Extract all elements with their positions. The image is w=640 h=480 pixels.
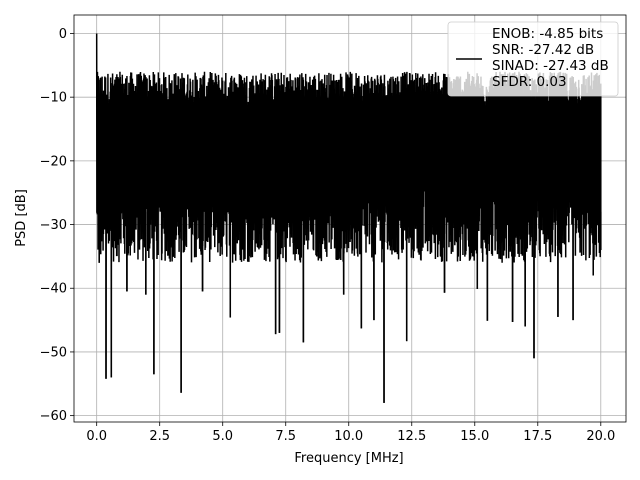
y-tick-label: −30	[40, 218, 67, 233]
plot-frame	[73, 14, 627, 423]
y-tick-label: −60	[40, 409, 67, 424]
legend-label: SNR: -27.42 dB	[492, 42, 594, 58]
y-tick-label: −50	[40, 345, 67, 360]
psd-line	[95, 33, 602, 403]
x-tick-label: 2.5	[149, 429, 170, 444]
y-tick-label: −40	[40, 282, 67, 297]
x-axis-label: Frequency [MHz]	[294, 451, 403, 466]
x-tick-label: 10.0	[334, 429, 363, 444]
x-tick-label: 5.0	[212, 429, 233, 444]
y-ticks: 0 −10 −20 −30 −40 −50 −60	[40, 27, 74, 424]
y-tick-label: −20	[40, 154, 67, 169]
legend-label: SINAD: -27.43 dB	[492, 58, 609, 74]
y-axis-label: PSD [dB]	[14, 189, 29, 247]
legend-box	[447, 21, 619, 97]
legend-label: SFDR: 0.03	[492, 74, 567, 90]
x-ticks: 0.0 2.5 5.0 7.5 10.0 12.5 15.0 17.5 20.0	[86, 422, 615, 444]
y-tick-label: 0	[59, 27, 67, 42]
legend-label: ENOB: -4.85 bits	[492, 26, 603, 42]
x-tick-label: 12.5	[397, 429, 426, 444]
x-tick-label: 15.0	[460, 429, 489, 444]
axes	[73, 14, 627, 423]
x-tick-label: 0.0	[86, 429, 107, 444]
x-tick-label: 20.0	[586, 429, 615, 444]
psd-series	[95, 33, 602, 403]
x-tick-label: 7.5	[275, 429, 296, 444]
y-tick-label: −10	[40, 91, 67, 106]
x-tick-label: 17.5	[523, 429, 552, 444]
